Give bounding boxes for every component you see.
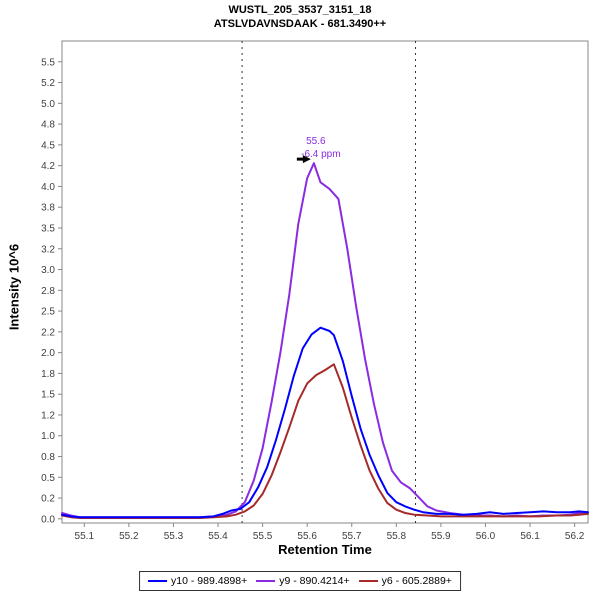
y6-line-swatch xyxy=(358,580,378,582)
y-tick-label: 1.8 xyxy=(41,369,55,380)
y-tick-label: 0.5 xyxy=(41,473,55,484)
y-tick-label: 2.0 xyxy=(41,348,55,359)
x-tick-label: 56.0 xyxy=(476,531,496,542)
y-tick-label: 4.8 xyxy=(41,120,55,131)
legend-label-y6: y6 - 605.2889+ xyxy=(381,575,452,587)
peak-apex-arrow-icon xyxy=(296,155,311,164)
trace-y6[interactable] xyxy=(61,363,589,519)
x-tick-label: 55.1 xyxy=(75,531,95,542)
y9-line-swatch xyxy=(256,580,276,582)
x-axis-title: Retention Time xyxy=(278,542,372,557)
x-tick-label: 55.4 xyxy=(208,531,228,542)
trace-y9[interactable] xyxy=(61,162,589,519)
y-tick-label: 0.0 xyxy=(41,514,55,525)
y-tick-label: 1.2 xyxy=(41,410,55,421)
legend-item-y6[interactable]: y6 - 605.2889+ xyxy=(358,575,452,587)
y-tick-label: 1.0 xyxy=(41,431,55,442)
legend-label-y10: y10 - 989.4898+ xyxy=(171,575,248,587)
trace-y10[interactable] xyxy=(61,326,589,519)
x-tick-label: 55.3 xyxy=(164,531,184,542)
y-tick-label: 4.2 xyxy=(41,161,55,172)
y-tick-label: 4.5 xyxy=(41,140,55,151)
y-axis-title: Intensity 10^6 xyxy=(6,243,22,331)
peak-rt-annotation[interactable]: 55.6 xyxy=(306,136,326,147)
x-tick-label: 55.7 xyxy=(342,531,362,542)
plot-area: 0.0 0.2 0.5 0.8 1.0 1.2 1.5 1.8 2.0 2.2 2.5 2.8 3.0 3… xyxy=(41,40,589,542)
x-tick-label: 55.6 xyxy=(297,531,317,542)
peak-ppm-annotation[interactable]: -6.4 ppm xyxy=(301,149,340,160)
y-tick-label: 0.2 xyxy=(41,494,55,505)
x-tick-label: 55.5 xyxy=(253,531,273,542)
x-tick-label: 55.2 xyxy=(119,531,139,542)
legend-item-y9[interactable]: y9 - 890.4214+ xyxy=(256,575,350,587)
y10-line-swatch xyxy=(148,580,168,582)
x-tick-label: 55.8 xyxy=(387,531,407,542)
x-tick-label: 55.9 xyxy=(431,531,451,542)
x-tick-label: 56.2 xyxy=(565,531,585,542)
y-tick-label: 1.5 xyxy=(41,390,55,401)
y-tick-label: 3.0 xyxy=(41,265,55,276)
legend: y10 - 989.4898+ y9 - 890.4214+ y6 - 605.… xyxy=(139,571,461,591)
y-tick-label: 2.8 xyxy=(41,286,55,297)
chart-title-line2: ATSLVDAVNSDAAK - 681.3490++ xyxy=(213,18,387,30)
y-tick-label: 2.5 xyxy=(41,307,55,318)
y-tick-label: 3.5 xyxy=(41,223,55,234)
y-tick-label: 5.0 xyxy=(41,99,55,110)
y-tick-label: 3.2 xyxy=(41,244,55,255)
y-tick-label: 3.8 xyxy=(41,203,55,214)
y-tick-label: 5.2 xyxy=(41,78,55,89)
legend-label-y9: y9 - 890.4214+ xyxy=(279,575,350,587)
y-tick-label: 5.5 xyxy=(41,57,55,68)
legend-item-y10[interactable]: y10 - 989.4898+ xyxy=(148,575,247,587)
chart-title-line1: WUSTL_205_3537_3151_18 xyxy=(228,4,372,16)
x-tick-label: 56.1 xyxy=(520,531,540,542)
y-tick-label: 0.8 xyxy=(41,452,55,463)
y-tick-label: 4.0 xyxy=(41,182,55,193)
y-tick-label: 2.2 xyxy=(41,327,55,338)
plot-border xyxy=(61,40,589,524)
